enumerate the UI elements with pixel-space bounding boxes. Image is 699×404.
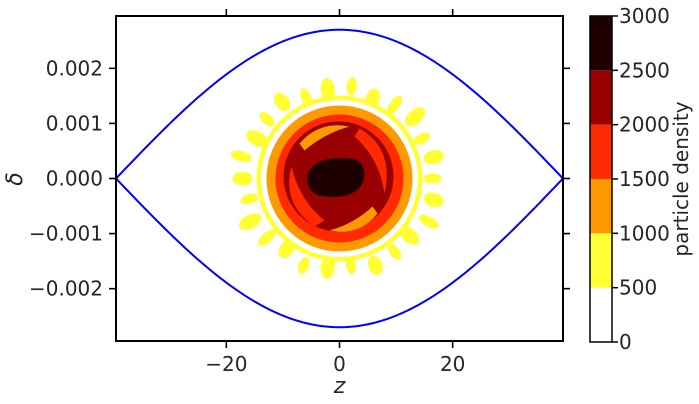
density-blob-outer (388, 243, 402, 260)
density-contours (230, 77, 444, 280)
density-blob-outer (230, 150, 253, 162)
density-arm-orange (329, 206, 378, 232)
x-axis-label: z (333, 374, 346, 399)
y-axis-ticks: −0.002 −0.001 0.000 0.001 0.002 (29, 56, 570, 301)
x-tick-label: 0 (333, 352, 346, 376)
x-tick-label: 20 (440, 352, 465, 376)
x-axis-ticks: −20 0 20 (205, 9, 465, 376)
density-blob-outer (274, 92, 291, 112)
separatrix-upper-curve (116, 28, 563, 180)
colorbar-tick-label: 3000 (619, 4, 670, 28)
colorbar-band (590, 233, 612, 288)
density-blob-outer (320, 255, 335, 280)
density-blob-outer (418, 214, 439, 229)
separatrix-lower-curve (116, 177, 563, 329)
colorbar-band (590, 124, 612, 179)
x-tick-label: −20 (205, 352, 247, 376)
density-blob-outer (423, 192, 444, 208)
colorbar-tick-label: 0 (619, 330, 632, 354)
y-tick-label: −0.001 (29, 222, 103, 246)
colorbar-tick-label: 1500 (619, 167, 670, 191)
density-blob-outer (258, 229, 276, 246)
plot-area: −20 0 20 −0.002 −0.001 0.000 0.001 0.002 (29, 9, 570, 376)
density-blob-outer (346, 77, 357, 96)
colorbar-band (590, 287, 612, 342)
colorbar-label: particle density (669, 101, 693, 256)
colorbar-bands (590, 16, 612, 342)
y-tick-label: −0.002 (29, 277, 103, 301)
colorbar: 0 500 1000 1500 2000 2500 3000 particle densit… (589, 4, 693, 354)
y-tick-label: 0.000 (46, 167, 103, 191)
density-blob-outer (298, 256, 310, 274)
density-blob-outer (238, 213, 262, 231)
colorbar-band (590, 16, 612, 71)
y-tick-label: 0.002 (46, 56, 103, 80)
density-core-black (307, 158, 365, 197)
y-axis-label: δ (3, 172, 28, 185)
colorbar-tick-label: 2000 (619, 113, 670, 137)
colorbar-band (590, 70, 612, 125)
colorbar-band (590, 179, 612, 234)
density-blob-outer (387, 95, 403, 115)
colorbar-tick-label: 500 (619, 276, 657, 300)
colorbar-tick-label: 1000 (619, 221, 670, 245)
density-blob-outer (413, 132, 431, 145)
y-tick-label: 0.001 (46, 111, 103, 135)
density-blob-outer (259, 112, 275, 127)
colorbar-tick-label: 2500 (619, 58, 670, 82)
density-blob-outer (246, 130, 269, 148)
density-ring-gap (261, 100, 418, 257)
density-blob-outer (320, 77, 335, 102)
density-arm-red (354, 128, 387, 194)
colorbar-ticks: 0 500 1000 1500 2000 2500 3000 (612, 4, 670, 354)
density-blob-outer (404, 107, 426, 127)
density-arm-red (289, 166, 325, 227)
density-blob-outer (240, 193, 259, 205)
density-blob-outer (423, 149, 444, 165)
density-arm-orange (299, 125, 350, 151)
density-blob-outer (423, 173, 442, 184)
density-blob-outer (232, 171, 253, 186)
density-blob-outer (367, 255, 383, 276)
